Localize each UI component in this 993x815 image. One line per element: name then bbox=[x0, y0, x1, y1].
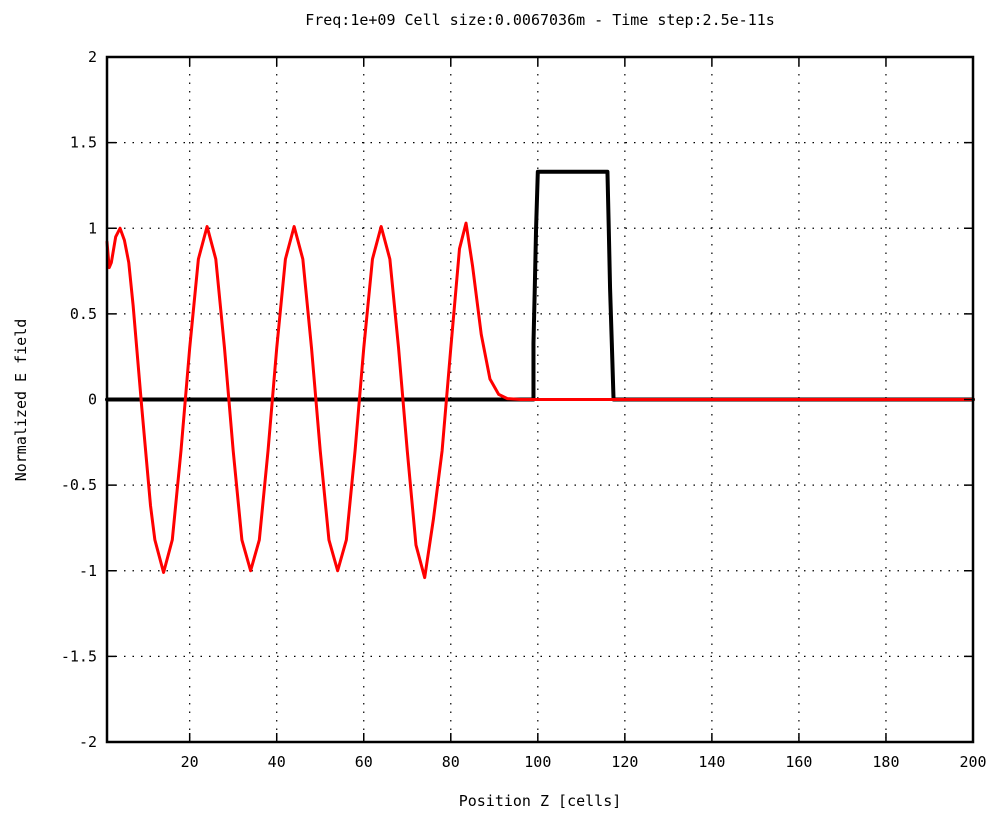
x-tick-label: 60 bbox=[355, 753, 373, 771]
grid bbox=[107, 57, 973, 742]
x-tick-label: 20 bbox=[181, 753, 199, 771]
y-tick-label: -0.5 bbox=[61, 476, 97, 494]
x-tick-label: 140 bbox=[698, 753, 725, 771]
ticks: -2 -1.5 -1 -0.5 0 0.5 1 1.5 2 20 40 60 80 100 120 140 16… bbox=[61, 48, 987, 771]
y-tick-label: 1 bbox=[88, 219, 97, 237]
x-tick-label: 180 bbox=[872, 753, 899, 771]
x-tick-label: 80 bbox=[442, 753, 460, 771]
y-axis-label: Normalized E field bbox=[12, 319, 30, 482]
e-field-line bbox=[105, 221, 975, 580]
medium-profile-line bbox=[105, 169, 975, 402]
y-tick-label: 1.5 bbox=[70, 134, 97, 152]
x-tick-label: 160 bbox=[785, 753, 812, 771]
x-tick-label: 40 bbox=[268, 753, 286, 771]
x-tick-label: 100 bbox=[524, 753, 551, 771]
x-axis-label: Position Z [cells] bbox=[459, 792, 622, 810]
series-layer bbox=[105, 169, 975, 580]
y-tick-label: 0.5 bbox=[70, 305, 97, 323]
y-tick-label: -1.5 bbox=[61, 647, 97, 665]
x-tick-label: 200 bbox=[959, 753, 986, 771]
chart-title: Freq:1e+09 Cell size:0.0067036m - Time s… bbox=[305, 11, 775, 29]
y-tick-label: -1 bbox=[79, 562, 97, 580]
y-tick-label: -2 bbox=[79, 733, 97, 751]
x-tick-label: 120 bbox=[611, 753, 638, 771]
y-tick-label: 2 bbox=[88, 48, 97, 66]
y-tick-label: 0 bbox=[88, 391, 97, 409]
